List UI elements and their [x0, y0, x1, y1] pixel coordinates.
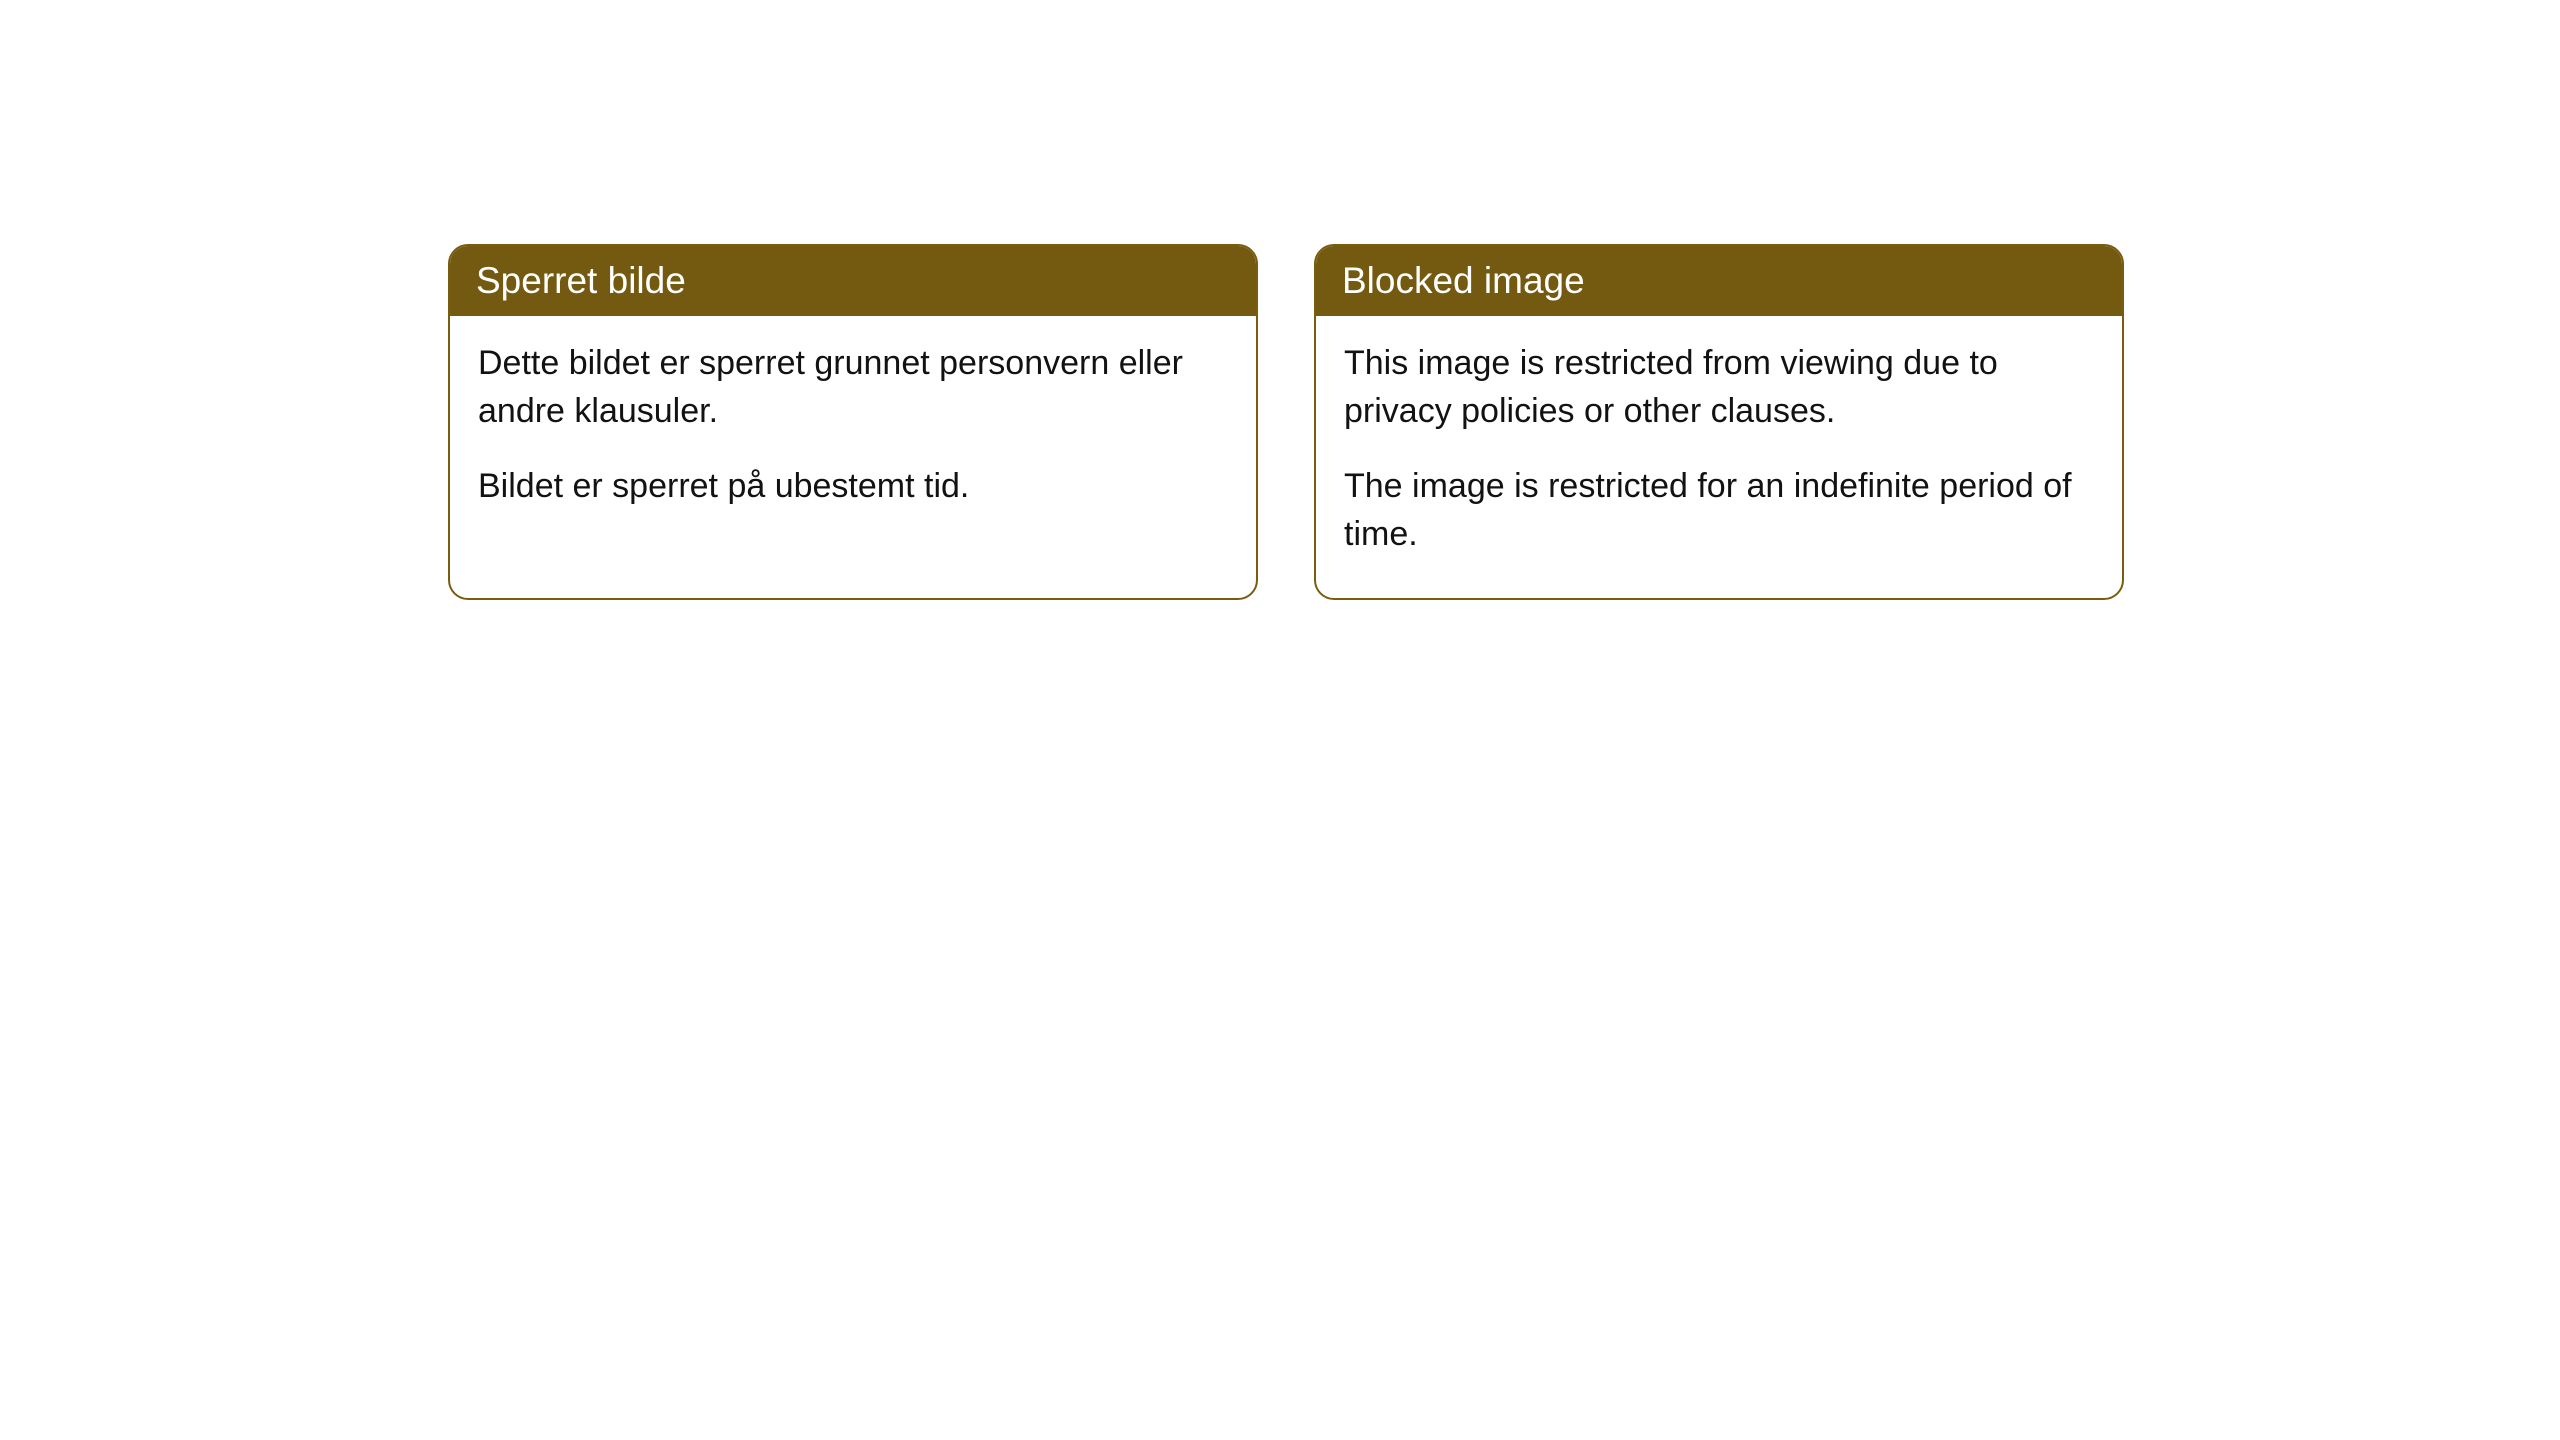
- card-body-english: This image is restricted from viewing du…: [1316, 316, 2122, 598]
- cards-container: Sperret bilde Dette bildet er sperret gr…: [448, 244, 2560, 600]
- card-paragraph-1-nor: Dette bildet er sperret grunnet personve…: [478, 340, 1228, 435]
- card-header-english: Blocked image: [1316, 246, 2122, 316]
- card-norwegian: Sperret bilde Dette bildet er sperret gr…: [448, 244, 1258, 600]
- card-paragraph-2-nor: Bildet er sperret på ubestemt tid.: [478, 463, 1228, 511]
- card-paragraph-2-eng: The image is restricted for an indefinit…: [1344, 463, 2094, 558]
- card-body-norwegian: Dette bildet er sperret grunnet personve…: [450, 316, 1256, 551]
- card-english: Blocked image This image is restricted f…: [1314, 244, 2124, 600]
- card-paragraph-1-eng: This image is restricted from viewing du…: [1344, 340, 2094, 435]
- card-header-norwegian: Sperret bilde: [450, 246, 1256, 316]
